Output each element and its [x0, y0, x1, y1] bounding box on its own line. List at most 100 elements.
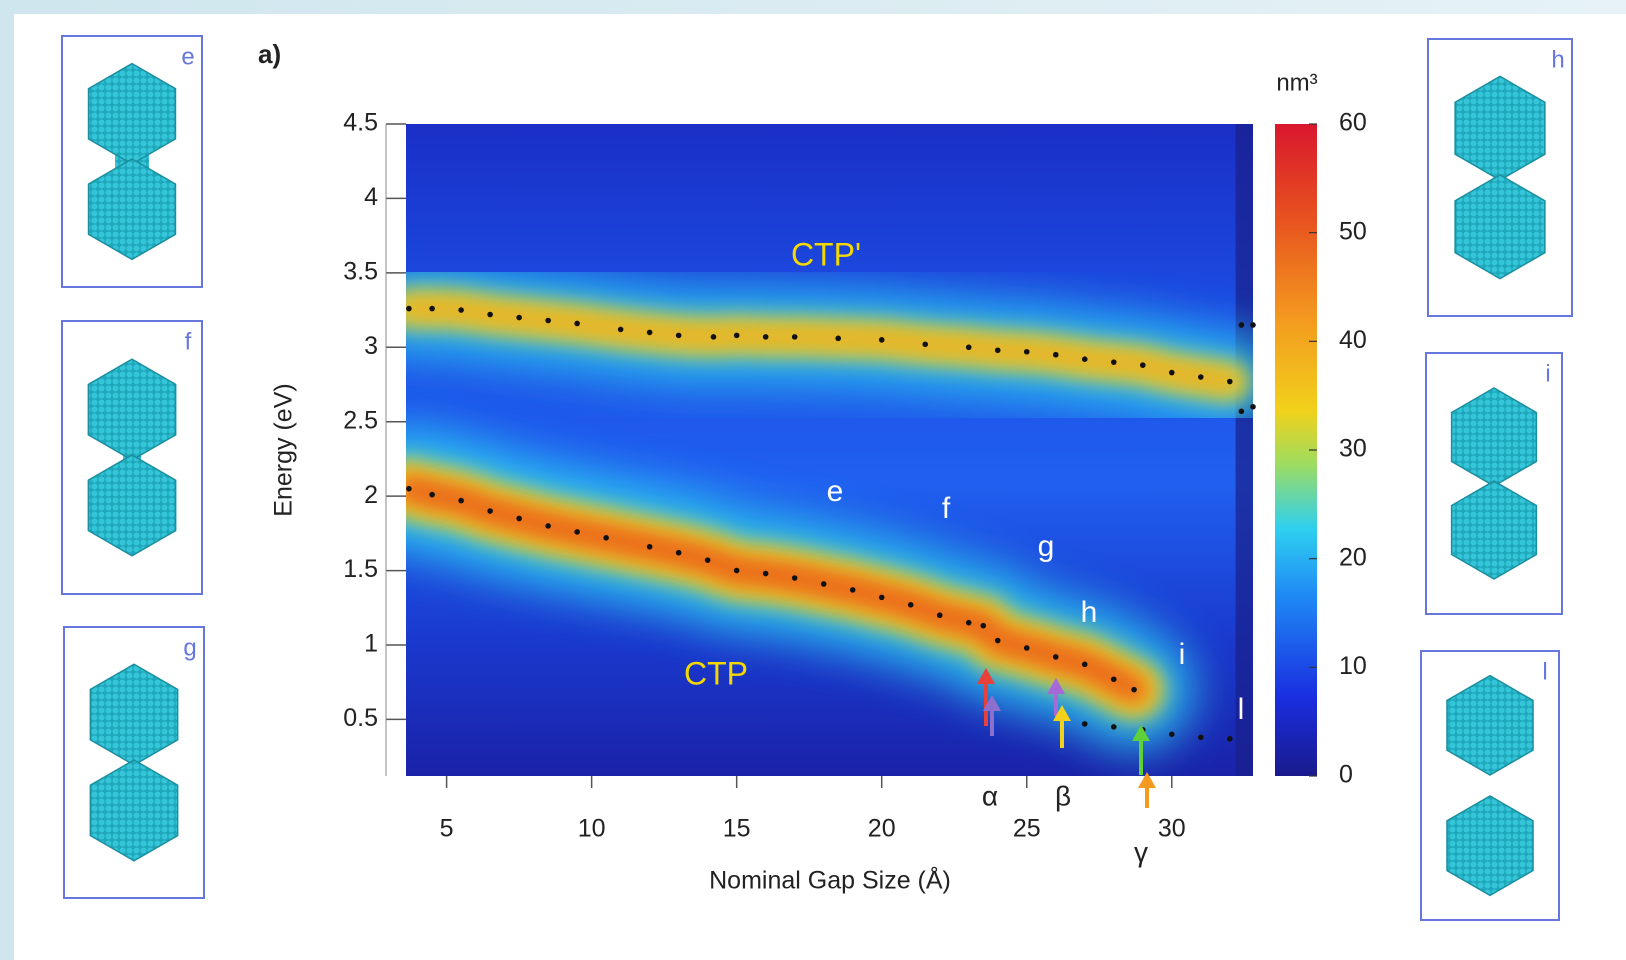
y-tick-label: 3.5	[343, 257, 378, 285]
arrow-head	[983, 695, 1001, 711]
data-point	[980, 622, 987, 629]
data-point	[791, 334, 798, 340]
data-point	[704, 557, 711, 563]
data-point	[516, 515, 522, 522]
annotation: i	[1179, 638, 1186, 671]
nanoparticle	[89, 759, 179, 862]
data-point	[1139, 362, 1146, 368]
marker-label: β	[1055, 780, 1071, 811]
annotation: CTP'	[791, 236, 861, 272]
nanoparticle	[87, 158, 177, 261]
y-tick-label: 0.5	[343, 704, 378, 732]
data-point	[1131, 686, 1137, 693]
data-point	[1238, 322, 1245, 328]
data-point	[487, 311, 493, 318]
data-point	[994, 637, 1001, 644]
data-point	[922, 341, 929, 348]
x-tick-label: 25	[1013, 815, 1041, 843]
data-point	[1081, 356, 1088, 362]
data-point	[878, 594, 885, 601]
marker-label: γ	[1134, 836, 1148, 867]
data-point	[429, 491, 435, 498]
data-point	[1023, 348, 1030, 355]
nanoparticle	[87, 454, 177, 557]
data-point	[487, 508, 493, 514]
data-point	[965, 344, 972, 351]
data-point	[458, 497, 464, 504]
arrow-head	[1132, 725, 1150, 741]
data-point	[1197, 374, 1204, 380]
data-point	[1023, 645, 1030, 651]
data-point	[1238, 408, 1245, 415]
colorbar-tick-label: 20	[1339, 543, 1367, 571]
data-point	[1052, 654, 1059, 660]
data-point	[458, 307, 464, 313]
data-point	[762, 570, 769, 577]
y-tick-label: 2.5	[343, 406, 378, 434]
data-point	[646, 329, 653, 336]
colorbar-tick-label: 30	[1339, 435, 1367, 463]
data-point	[406, 305, 412, 312]
nanoparticle	[1446, 674, 1534, 776]
data-point	[646, 543, 653, 550]
panel-label: a)	[258, 39, 281, 69]
heatmap-edge	[1235, 124, 1253, 776]
x-axis-title: Nominal Gap Size (Å)	[709, 865, 951, 895]
data-point	[1110, 359, 1117, 365]
data-point	[516, 314, 522, 321]
data-point	[1250, 322, 1256, 328]
data-point	[878, 337, 885, 343]
x-tick-label: 15	[723, 815, 751, 843]
colorbar-tick-label: 0	[1339, 761, 1353, 789]
x-tick-label: 30	[1158, 815, 1186, 843]
data-point	[1226, 735, 1233, 742]
x-tick-label: 20	[868, 815, 896, 843]
x-tick-label: 10	[578, 815, 606, 843]
y-tick-label: 4.5	[343, 109, 378, 137]
data-point	[1197, 734, 1204, 741]
data-point	[835, 335, 842, 342]
data-point	[1110, 724, 1117, 730]
data-point	[1110, 676, 1117, 683]
data-point	[675, 332, 682, 339]
data-point	[617, 326, 624, 333]
data-point	[603, 535, 609, 541]
data-point	[545, 523, 551, 529]
data-point	[936, 612, 943, 619]
data-point	[1081, 661, 1088, 668]
data-point	[733, 567, 740, 574]
heatmap	[406, 124, 1253, 776]
structure-label: h	[1551, 46, 1564, 73]
data-point	[1250, 404, 1256, 410]
colorbar-tick-label: 60	[1339, 109, 1367, 137]
y-tick-label: 3	[364, 332, 378, 360]
data-point	[762, 334, 769, 340]
arrow-head	[1047, 678, 1065, 694]
nanoparticle	[1454, 174, 1546, 280]
structure-label: l	[1542, 658, 1547, 685]
nanoparticle	[1446, 795, 1534, 897]
colorbar-tick-label: 50	[1339, 217, 1367, 245]
data-point	[710, 334, 717, 340]
y-tick-label: 1	[364, 630, 378, 658]
data-point	[574, 320, 580, 327]
arrow-head	[1053, 705, 1071, 721]
annotation: h	[1081, 596, 1098, 629]
data-point	[1052, 351, 1059, 358]
data-point	[965, 619, 972, 626]
annotation: e	[827, 475, 844, 508]
marker-label: α	[982, 780, 998, 811]
structure-label: f	[185, 328, 192, 355]
data-point	[429, 305, 435, 312]
data-point	[675, 549, 682, 556]
data-point	[1168, 731, 1175, 738]
colorbar-tick-label: 40	[1339, 326, 1367, 354]
colorbar-tick-label: 10	[1339, 652, 1367, 680]
structure-label: e	[181, 43, 194, 70]
y-axis-title: Energy (eV)	[270, 383, 298, 516]
annotation: f	[942, 492, 951, 525]
data-point	[791, 575, 798, 581]
data-point	[406, 485, 412, 492]
